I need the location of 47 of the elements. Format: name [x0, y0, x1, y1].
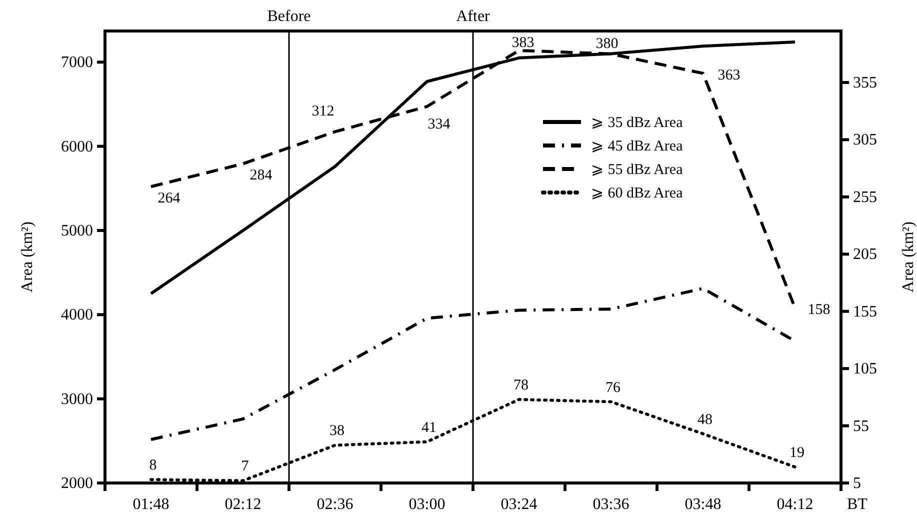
y-tick-label: 3000	[61, 390, 93, 408]
data-label: 284	[250, 168, 273, 184]
x-tick-label: 01:48	[132, 496, 170, 513]
y2-tick-label: 255	[853, 188, 877, 206]
y-tick-label: 2000	[61, 475, 93, 492]
x-tick-label: 04:12	[776, 496, 814, 513]
x-tick-label: 03:00	[408, 496, 446, 513]
y2-tick-label: 55	[853, 418, 869, 435]
text: Before	[267, 8, 311, 25]
data-label: 380	[596, 36, 618, 52]
data-label: 48	[698, 412, 712, 428]
data-label: 76	[606, 380, 621, 396]
legend-label: ⩾ 60 dBz Area	[591, 186, 684, 202]
legend-label: ⩾ 35 dBz Area	[591, 115, 684, 131]
data-label: 38	[330, 423, 344, 440]
y2-tick-label: 355	[853, 74, 877, 92]
y2-tick-label: 155	[853, 303, 877, 320]
x-tick-label: 03:48	[684, 496, 722, 513]
y2-tick-label: 105	[853, 360, 877, 378]
text: After	[456, 8, 491, 25]
x-tick-label: 03:36	[592, 496, 630, 513]
data-label: 312	[312, 104, 334, 120]
data-label: 383	[512, 35, 534, 51]
x-tick-label: 02:36	[316, 496, 354, 513]
x-tick-label: 02:12	[224, 496, 262, 513]
data-label: 8	[149, 458, 157, 474]
y2-axis-title: Area (km²)	[900, 222, 917, 292]
x-tick-label: 03:24	[500, 496, 538, 513]
data-label: 7	[241, 458, 250, 475]
y-tick-label: 5000	[61, 222, 93, 240]
data-label: 158	[808, 302, 830, 318]
data-label: 363	[718, 67, 740, 84]
data-label: 19	[790, 444, 804, 461]
data-label: 78	[514, 377, 528, 394]
y-tick-label: 6000	[61, 138, 93, 156]
data-label: 264	[158, 190, 181, 207]
y2-tick-label: 5	[853, 475, 861, 492]
y-tick-label: 4000	[61, 306, 93, 324]
data-label: 41	[422, 420, 436, 436]
y-axis-title: Area (km²)	[19, 222, 36, 292]
y-tick-label: 7000	[61, 54, 93, 72]
y2-tick-label: 205	[853, 246, 877, 264]
y2-tick-label: 305	[853, 132, 877, 149]
legend-label: ⩾ 55 dBz Area	[591, 162, 684, 178]
legend-label: ⩾ 45 dBz Area	[591, 138, 684, 154]
data-label: 334	[428, 116, 451, 133]
x-axis-title: BT	[847, 496, 868, 513]
